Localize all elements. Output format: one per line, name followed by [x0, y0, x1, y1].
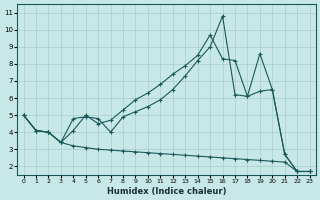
- X-axis label: Humidex (Indice chaleur): Humidex (Indice chaleur): [107, 187, 226, 196]
